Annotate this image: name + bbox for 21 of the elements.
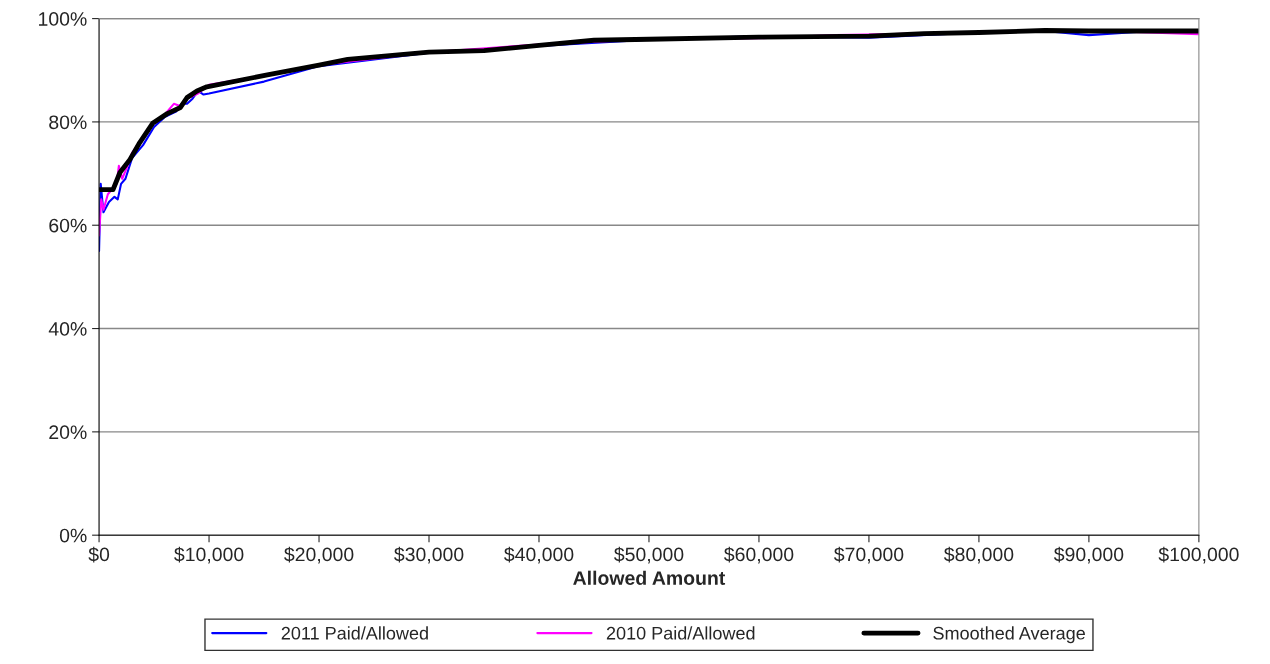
y-tick-label: 20% (49, 425, 87, 440)
y-tick-label: 0% (59, 528, 87, 543)
legend-label: 2011 Paid/Allowed (281, 626, 428, 640)
x-tick-label: $90,000 (1053, 546, 1124, 564)
x-tick-label: $20,000 (284, 546, 354, 564)
legend-label: Smoothed Average (933, 626, 1085, 644)
x-tick-label: $80,000 (943, 546, 1014, 564)
legend-label: 2010 Paid/Allowed (606, 626, 755, 640)
x-axis-title: Allowed Amount (573, 570, 726, 585)
y-tick-label: 60% (49, 218, 87, 233)
x-tick-label: $30,000 (394, 546, 464, 564)
x-tick-label: $70,000 (834, 546, 904, 564)
x-tick-label: $0 (88, 546, 110, 563)
y-tick-label: 40% (48, 322, 87, 336)
x-tick-label: $50,000 (614, 546, 684, 564)
y-tick-label: 80% (49, 115, 87, 130)
x-tick-label: $40,000 (504, 546, 574, 564)
x-tick-label: $100,000 (1158, 546, 1239, 564)
x-tick-label: $60,000 (724, 546, 794, 564)
y-tick-label: 100% (39, 12, 87, 26)
x-tick-label: $10,000 (174, 546, 244, 564)
